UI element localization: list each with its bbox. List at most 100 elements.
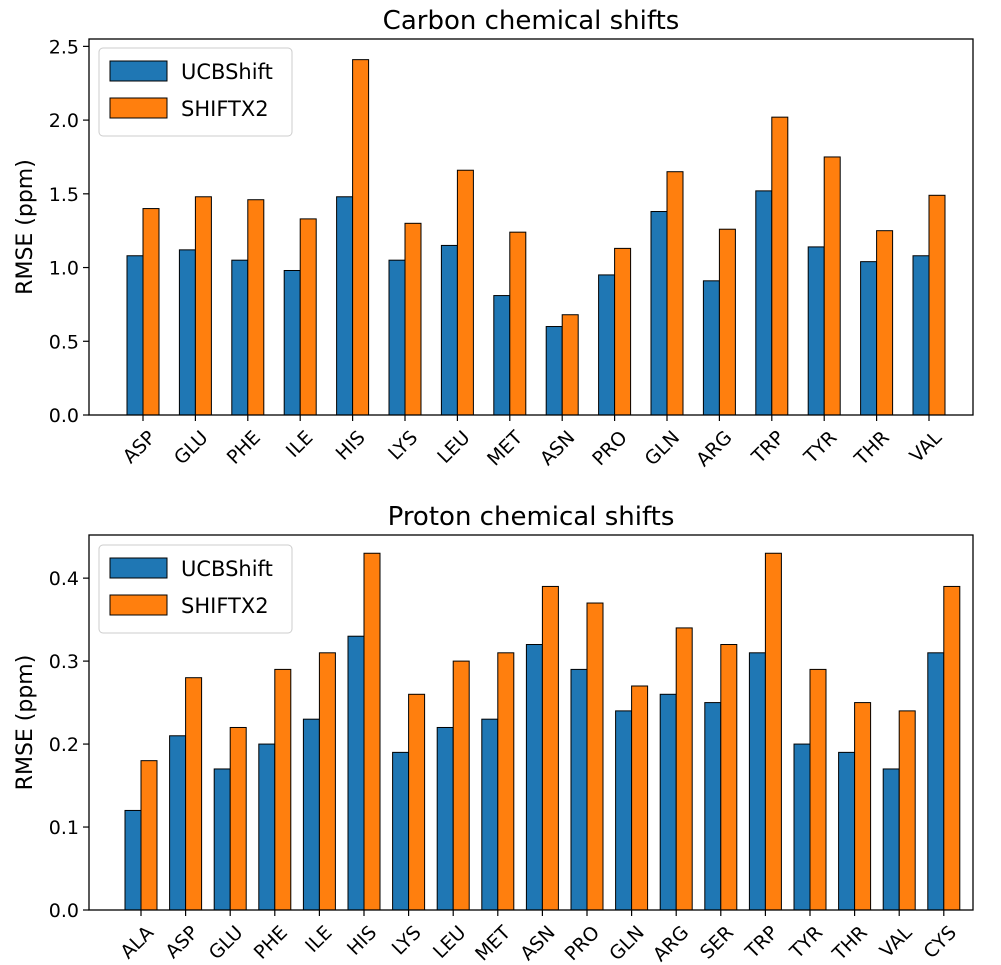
bar-shiftx2: [614, 247, 632, 416]
x-tick-label: ASN: [536, 427, 579, 470]
bar-ucbshift: [598, 274, 616, 416]
y-tick-label: 0.0: [49, 405, 79, 427]
x-tick-label: THR: [828, 922, 872, 965]
bar-ucbshift: [302, 718, 320, 911]
bar-ucbshift: [702, 280, 720, 416]
chart-title: Proton chemical shifts: [388, 502, 675, 532]
bar-shiftx2: [876, 230, 894, 416]
proton-chart: Proton chemical shifts RMSE (ppm) 0.0 0.1 0.…: [13, 502, 974, 965]
legend-label: SHIFTX2: [181, 594, 269, 618]
bar-shiftx2: [185, 677, 203, 911]
bar-shiftx2: [809, 668, 827, 911]
bar-shiftx2: [408, 693, 426, 911]
legend-label: UCBShift: [181, 557, 273, 581]
y-tick-label: 1.5: [49, 184, 79, 206]
bar-shiftx2: [666, 171, 684, 416]
y-tick-label: 0.5: [49, 331, 79, 353]
bar-shiftx2: [561, 314, 579, 416]
bar-ucbshift: [525, 644, 543, 911]
bar-ucbshift: [124, 809, 142, 911]
x-tick-label: SER: [696, 922, 738, 964]
bar-shiftx2: [928, 194, 946, 416]
bar-ucbshift: [704, 702, 722, 911]
x-tick-label: PRO: [561, 922, 605, 965]
bar-shiftx2: [318, 652, 336, 911]
bar-ucbshift: [659, 693, 677, 911]
bar-shiftx2: [299, 218, 317, 416]
bar-ucbshift: [283, 269, 301, 416]
y-axis-title: RMSE (ppm): [13, 159, 38, 295]
x-tick-label: MET: [483, 426, 527, 470]
bar-shiftx2: [631, 685, 649, 911]
bar-ucbshift: [392, 751, 410, 911]
bar-ucbshift: [927, 652, 945, 911]
x-tick-label: PRO: [588, 427, 632, 471]
bar-shiftx2: [718, 228, 736, 416]
x-tick-label: GLU: [170, 427, 213, 470]
y-tick-label: 0.2: [49, 734, 79, 756]
bar-ucbshift: [436, 726, 454, 911]
x-tick-label: PHE: [250, 922, 292, 964]
bar-ucbshift: [213, 768, 231, 911]
bar-shiftx2: [452, 660, 470, 911]
bar-ucbshift: [748, 652, 766, 911]
bar-ucbshift: [178, 249, 196, 416]
x-tick-label: CYS: [920, 922, 961, 963]
bar-shiftx2: [194, 196, 212, 416]
bar-ucbshift: [440, 244, 458, 416]
x-tick-label: GLN: [641, 427, 685, 471]
x-tick-label: MET: [471, 921, 515, 965]
x-tick-label: ARG: [692, 427, 737, 472]
bar-shiftx2: [497, 652, 515, 911]
x-tick-label: LEU: [429, 922, 470, 963]
bar-shiftx2: [823, 156, 841, 416]
bar-ucbshift: [169, 735, 187, 911]
bar-shiftx2: [456, 169, 474, 416]
x-tick-label: HIS: [343, 922, 381, 960]
plot-frame: [88, 534, 974, 911]
plot-frame: [88, 38, 974, 416]
bar-ucbshift: [807, 246, 825, 416]
y-tick-label: 0.4: [49, 568, 79, 590]
x-tick-label: TYR: [799, 427, 841, 469]
bar-ucbshift: [336, 196, 354, 416]
bar-ucbshift: [545, 326, 563, 416]
bar-shiftx2: [771, 116, 789, 416]
y-tick-label: 0.1: [49, 817, 79, 839]
legend-swatch: [109, 60, 168, 82]
legend-label: UCBShift: [181, 60, 273, 84]
bar-shiftx2: [352, 59, 370, 416]
bar-ucbshift: [755, 190, 773, 416]
x-tick-label: ALA: [116, 922, 158, 964]
y-tick-label: 1.0: [49, 258, 79, 280]
carbon-chart: Carbon chemical shifts RMSE (ppm) 0.0 0.5 1.…: [13, 6, 974, 472]
bar-ucbshift: [126, 255, 144, 416]
x-tick-label: TYR: [785, 922, 827, 964]
bar-shiftx2: [140, 760, 158, 911]
bar-ucbshift: [570, 668, 588, 911]
bar-shiftx2: [247, 199, 265, 416]
bar-shiftx2: [720, 644, 738, 911]
x-tick-label: LYS: [384, 427, 422, 465]
x-tick-label: LEU: [433, 427, 474, 468]
bar-ucbshift: [650, 211, 668, 416]
x-tick-label: TRP: [741, 922, 783, 964]
legend-swatch: [109, 97, 168, 119]
bar-ucbshift: [615, 710, 633, 911]
bar-ucbshift: [882, 768, 900, 911]
bar-shiftx2: [274, 668, 292, 911]
bar-shiftx2: [142, 208, 160, 416]
bar-ucbshift: [493, 295, 511, 416]
x-tick-label: PHE: [223, 427, 265, 469]
y-tick-label: 2.0: [49, 110, 79, 132]
bar-ucbshift: [793, 743, 811, 911]
bar-ucbshift: [347, 635, 365, 911]
x-tick-label: ARG: [649, 922, 694, 965]
x-tick-label: ASP: [119, 427, 160, 468]
bar-ucbshift: [258, 743, 276, 911]
bar-shiftx2: [898, 710, 916, 911]
bar-ucbshift: [860, 261, 878, 416]
bar-shiftx2: [943, 585, 961, 911]
x-tick-label: VAL: [876, 921, 917, 962]
